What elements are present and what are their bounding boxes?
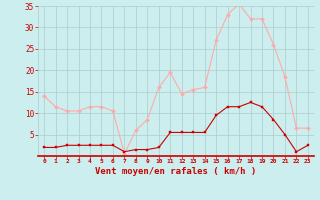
X-axis label: Vent moyen/en rafales ( km/h ): Vent moyen/en rafales ( km/h ) <box>95 167 257 176</box>
